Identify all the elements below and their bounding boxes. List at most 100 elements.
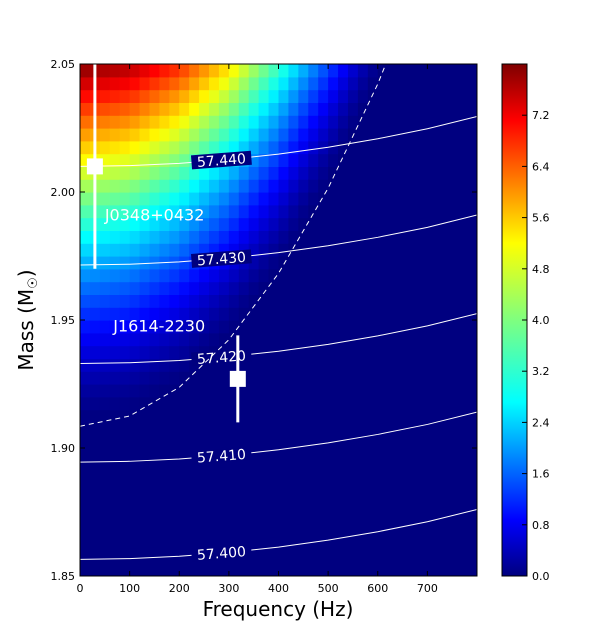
heatmap-cell [437, 358, 448, 372]
heatmap-cell [357, 486, 369, 500]
heatmap-cell [179, 268, 190, 283]
heatmap-cell [109, 358, 121, 372]
heatmap-cell [407, 320, 419, 334]
heatmap-cell [238, 396, 250, 411]
heatmap-cell [248, 179, 260, 193]
heatmap-cell [397, 512, 409, 526]
heatmap-cell [129, 396, 141, 411]
heatmap-cell [288, 345, 299, 359]
heatmap-cell [347, 166, 359, 180]
heatmap-cell [189, 435, 200, 449]
heatmap-cell [89, 473, 101, 487]
contour-label: 57.430 [196, 250, 246, 270]
heatmap-cell [248, 332, 260, 347]
heatmap-cell [318, 256, 329, 270]
heatmap-cell [467, 179, 477, 193]
x-axis-title: Frequency (Hz) [203, 597, 354, 621]
heatmap-cell [149, 345, 160, 359]
heatmap-cell [437, 166, 448, 180]
heatmap-cell [308, 332, 319, 347]
heatmap-cell [338, 345, 349, 359]
heatmap-cell [169, 512, 180, 526]
heatmap-cell [298, 448, 309, 462]
heatmap-cell [199, 486, 210, 500]
heatmap-cell [169, 550, 180, 564]
heatmap-cell [159, 384, 170, 398]
heatmap-cell [457, 473, 468, 487]
heatmap-cell [238, 524, 250, 539]
heatmap-cell [357, 294, 369, 308]
heatmap-cell [89, 320, 101, 334]
heatmap-cell [338, 307, 349, 321]
heatmap-cell [238, 179, 250, 193]
heatmap-cell [179, 320, 190, 334]
heatmap-cell [457, 486, 468, 500]
heatmap-cell [397, 460, 409, 475]
heatmap-cell [417, 102, 428, 116]
heatmap-cell [427, 524, 438, 539]
heatmap-cell [169, 422, 180, 436]
heatmap-cell [189, 281, 200, 295]
heatmap-cell [238, 435, 250, 449]
heatmap-cell [89, 307, 101, 321]
heatmap-cell [457, 294, 468, 308]
heatmap-cell [159, 140, 170, 155]
heatmap-cell [367, 192, 379, 206]
heatmap-cell [129, 243, 141, 257]
heatmap-cell [89, 422, 101, 436]
heatmap-cell [218, 460, 230, 475]
heatmap-cell [357, 563, 369, 576]
heatmap-cell [387, 358, 399, 372]
heatmap-cell [397, 294, 409, 308]
heatmap-cell [427, 204, 438, 219]
heatmap-cell [308, 115, 319, 129]
heatmap-cell [387, 524, 399, 539]
heatmap-cell [427, 179, 438, 193]
heatmap-cell [427, 89, 438, 103]
heatmap-cell [357, 332, 369, 347]
heatmap-cell [427, 192, 438, 206]
heatmap-cell [99, 448, 111, 462]
heatmap-cell [149, 371, 160, 385]
heatmap-cell [80, 320, 91, 334]
heatmap-cell [318, 64, 329, 78]
contour-label-gap [190, 543, 252, 563]
heatmap-cell [357, 499, 369, 513]
heatmap-cell [397, 153, 409, 167]
heatmap-cell [417, 115, 428, 129]
heatmap-cell [278, 422, 290, 436]
heatmap-cell [447, 192, 458, 206]
heatmap-cell [288, 435, 299, 449]
heatmap-cell [238, 115, 250, 129]
heatmap-cell [347, 332, 359, 347]
heatmap-cell [298, 473, 309, 487]
heatmap-cell [377, 537, 389, 551]
heatmap-cell [119, 256, 131, 270]
heatmap-cell [437, 460, 448, 475]
heatmap-cell [169, 153, 180, 167]
heatmap-cell [467, 307, 477, 321]
heatmap-cell [387, 140, 399, 155]
heatmap-cell [447, 268, 458, 283]
heatmap-cell [437, 153, 448, 167]
heatmap-cell [109, 345, 121, 359]
heatmap-cell [248, 550, 260, 564]
heatmap-cell [447, 448, 458, 462]
heatmap-cell [407, 332, 419, 347]
heatmap-cell [109, 179, 121, 193]
colorbar-tick-label: 4.8 [532, 263, 550, 276]
heatmap-cell [268, 140, 280, 155]
heatmap-cell [159, 435, 170, 449]
heatmap-cell [417, 396, 428, 411]
x-tick-label: 600 [367, 582, 388, 595]
heatmap-cell [258, 128, 270, 142]
heatmap-cell [347, 243, 359, 257]
heatmap-cell [457, 256, 468, 270]
heatmap-cell [328, 192, 339, 206]
heatmap-cell [397, 448, 409, 462]
heatmap-cell [308, 102, 319, 116]
heatmap-cell [457, 217, 468, 231]
heatmap-cell [427, 550, 438, 564]
heatmap-cell [377, 256, 389, 270]
heatmap-cell [139, 409, 151, 423]
